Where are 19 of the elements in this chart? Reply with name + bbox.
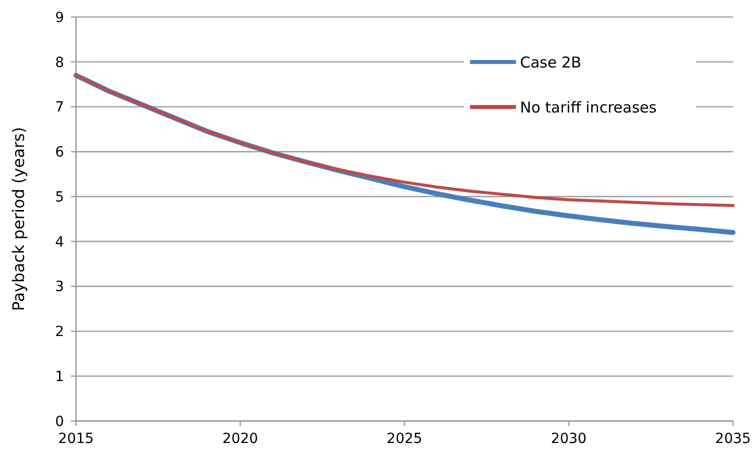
y-tick-label: 3 — [55, 279, 64, 296]
x-tick-label: 2015 — [58, 431, 94, 447]
y-tick-label: 9 — [55, 10, 64, 26]
y-tick-label: 6 — [55, 144, 64, 161]
y-tick-label: 7 — [55, 100, 64, 116]
y-tick-label: 8 — [55, 54, 64, 71]
y-tick-label: 1 — [55, 369, 64, 386]
x-tick-label: 2020 — [222, 431, 258, 447]
legend-label: No tariff increases — [520, 98, 657, 116]
y-axis-title: Payback period (years) — [9, 127, 28, 311]
legend-label: Case 2B — [520, 53, 582, 72]
y-tick-label: 5 — [55, 189, 64, 206]
y-tick-label: 4 — [55, 234, 64, 250]
x-tick-label: 2025 — [386, 431, 422, 447]
line-series — [74, 74, 734, 208]
x-tick-label: 2035 — [715, 431, 751, 447]
y-tick-label: 0 — [55, 414, 64, 430]
y-tick-label: 2 — [55, 324, 64, 340]
x-tick-label: 2030 — [550, 431, 587, 447]
